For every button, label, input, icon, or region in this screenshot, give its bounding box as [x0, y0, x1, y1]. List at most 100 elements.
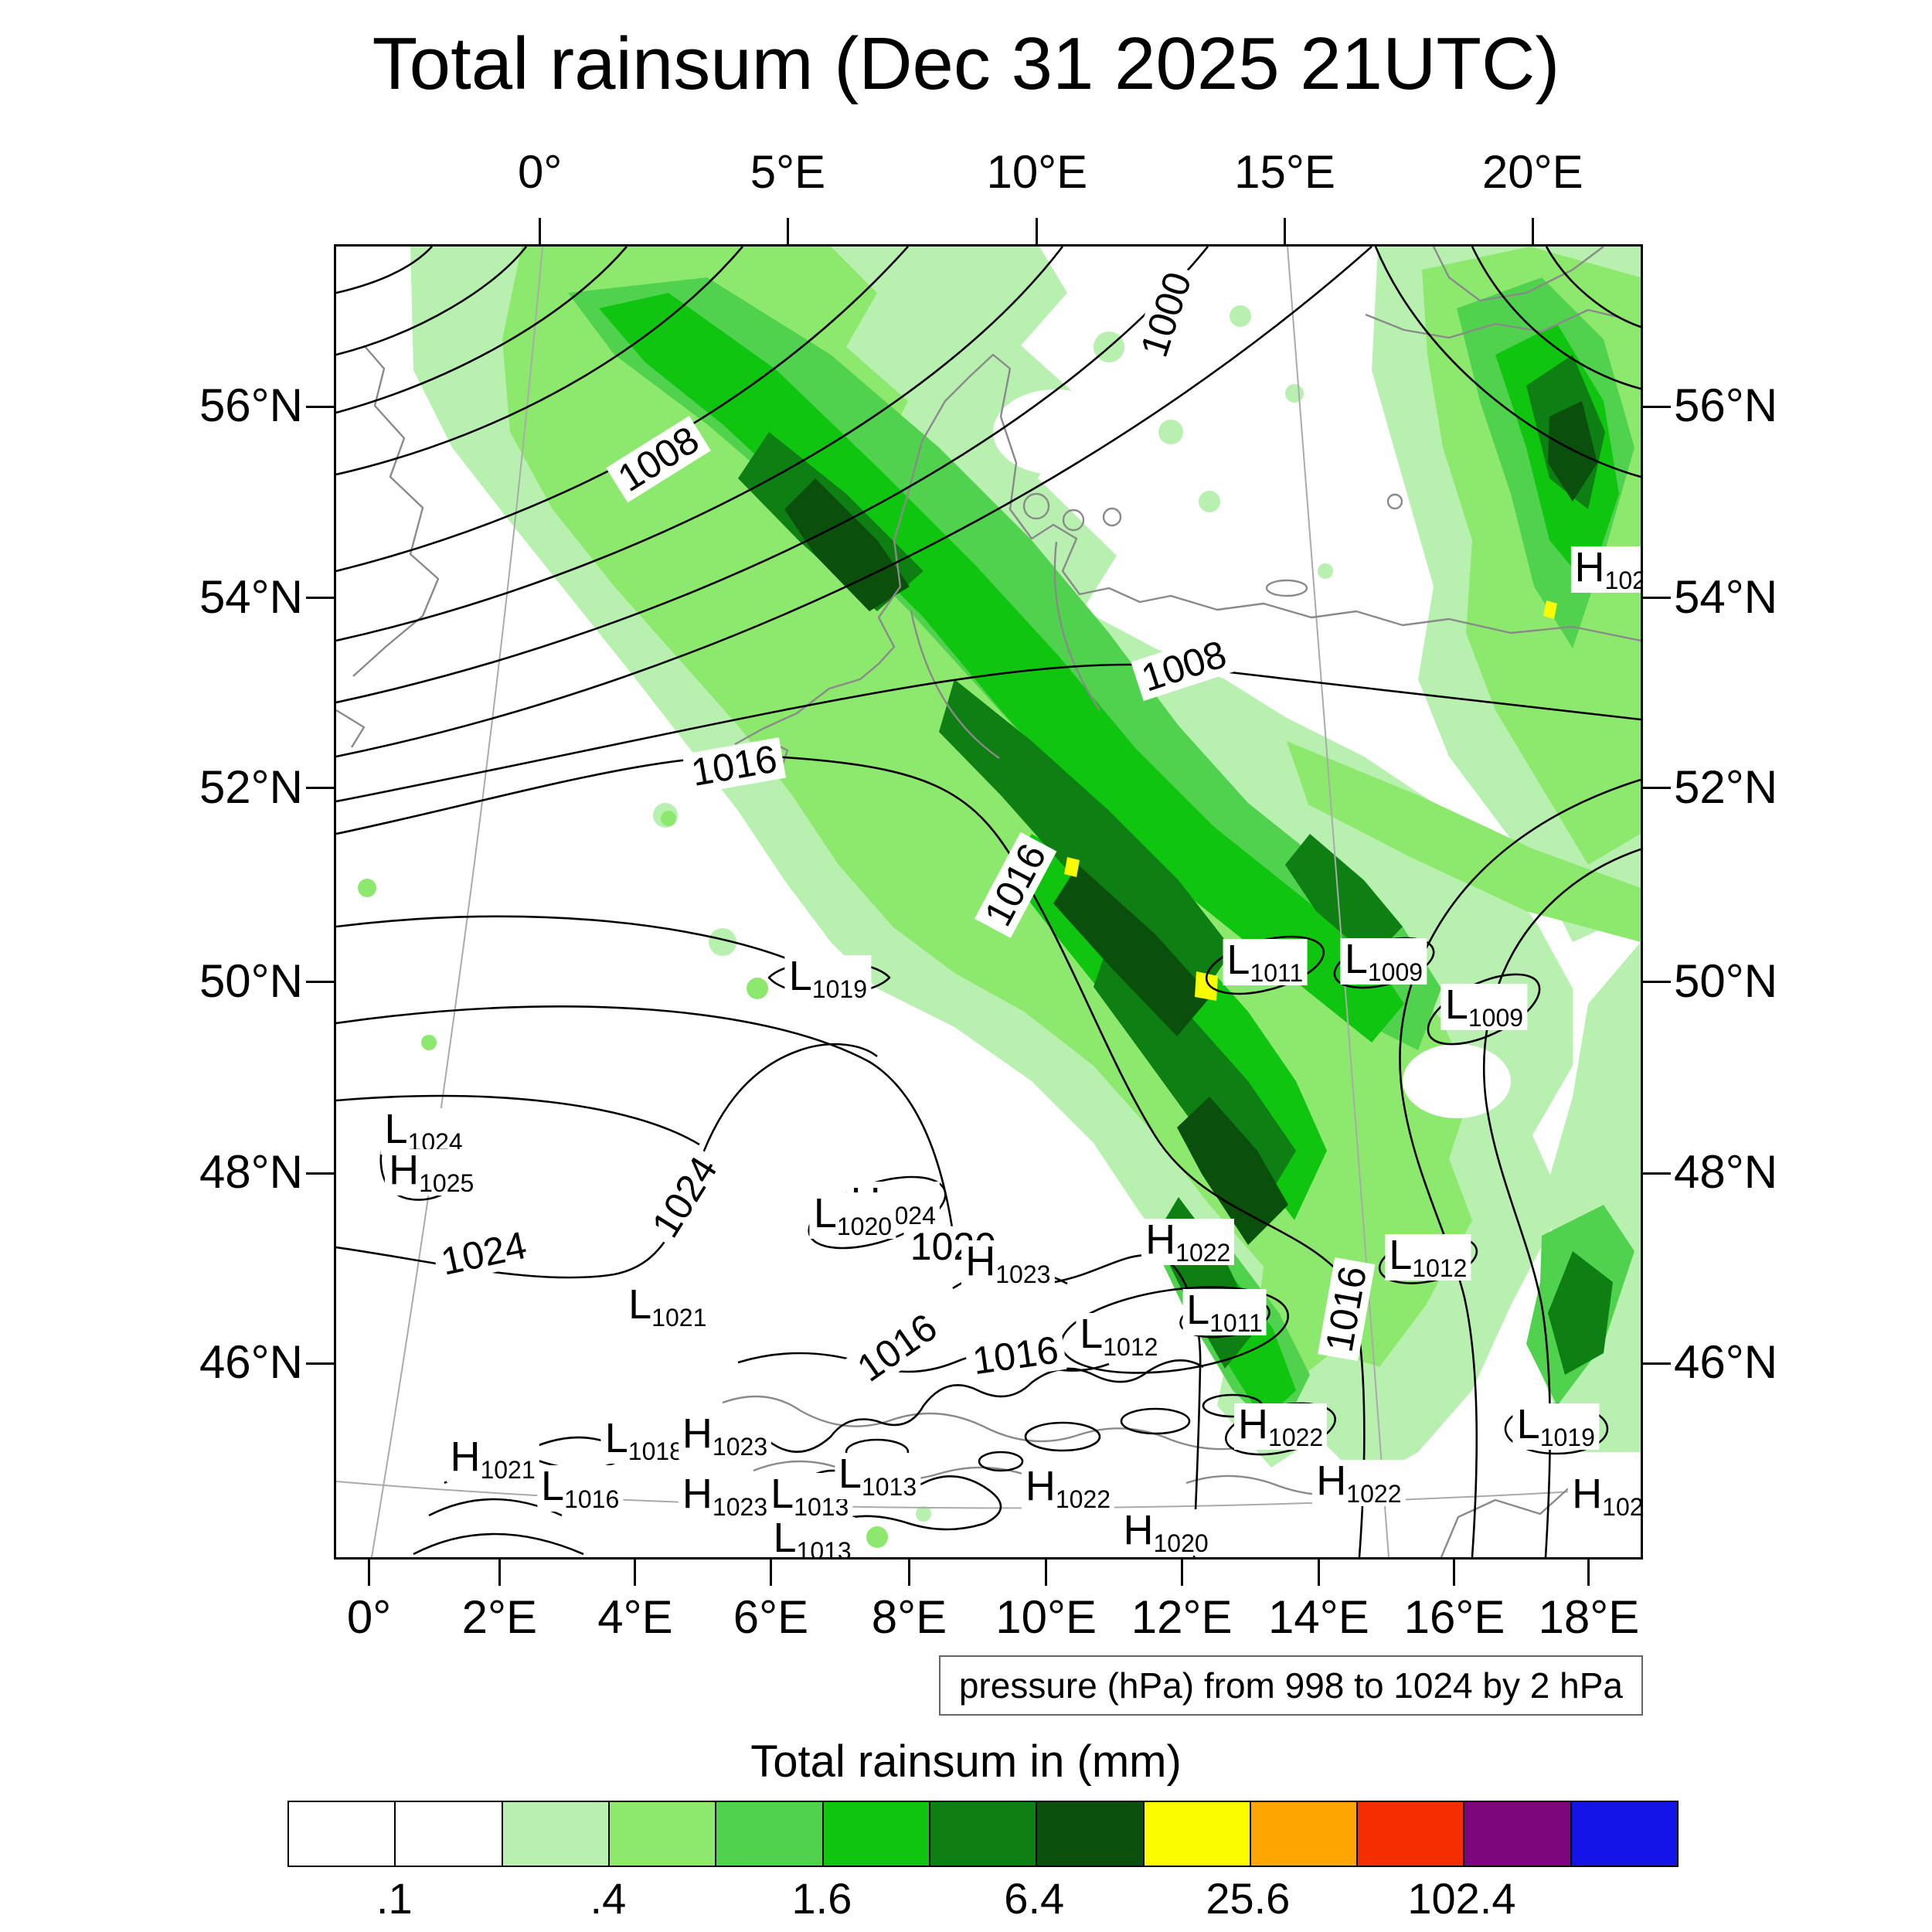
coastlines	[1102, 507, 1122, 527]
pressure-letter: L	[604, 1415, 628, 1462]
top-axis-tick	[1036, 218, 1039, 244]
pressure-center-h1024: H1024	[1570, 543, 1641, 593]
top-axis-tick	[539, 218, 542, 244]
rain-level-1	[1285, 384, 1304, 403]
pressure-isobars	[336, 247, 1209, 704]
pressure-value: 1019	[1539, 1423, 1595, 1451]
pressure-value: 1022	[1268, 1423, 1324, 1451]
pressure-isobars	[1024, 1421, 1101, 1452]
pressure-center-h1025: H1025	[385, 1146, 478, 1197]
rain-level-1	[1318, 563, 1333, 579]
top-axis-tick	[786, 218, 789, 244]
pressure-value: 1009	[1468, 1004, 1524, 1032]
colorbar-label-.1: .1	[376, 1874, 413, 1923]
pressure-letter: H	[1145, 1216, 1176, 1263]
pressure-value: 1021	[480, 1456, 536, 1485]
rain-level-yellow	[1064, 857, 1080, 877]
pressure-value: 1011	[1209, 1309, 1263, 1338]
pressure-isobars	[1399, 778, 1641, 1557]
rain-level-6	[1548, 401, 1597, 502]
bottom-axis-label: 12°E	[1131, 1591, 1233, 1643]
pressure-isobars	[1374, 247, 1641, 478]
pressure-isobars	[336, 247, 433, 294]
pressure-center-h1022: H1022	[1021, 1462, 1115, 1512]
pressure-value: 1020	[836, 1212, 893, 1240]
graticule-lines	[1287, 247, 1389, 1557]
pressure-letter: H	[450, 1434, 481, 1481]
pressure-letter: H	[965, 1238, 996, 1285]
pressure-letter: L	[384, 1106, 408, 1153]
pressure-center-l1011: L1011	[1182, 1289, 1267, 1338]
pressure-value: 1021	[651, 1304, 707, 1332]
left-axis-tick	[306, 1172, 334, 1175]
pressure-letter: H	[1574, 543, 1605, 590]
bottom-axis-label: 4°E	[597, 1591, 673, 1643]
bottom-axis-label: 18°E	[1538, 1591, 1640, 1643]
right-axis-tick	[1643, 1172, 1671, 1175]
right-axis-label: 48°N	[1674, 1146, 1778, 1199]
coastlines	[1062, 509, 1085, 532]
pressure-center-l1012: L1012	[1385, 1234, 1471, 1281]
left-axis-label: 50°N	[199, 954, 303, 1007]
pressure-value: 1023	[712, 1432, 768, 1461]
left-axis-tick	[306, 787, 334, 790]
map-frame: 1000 1008 1008 1016 1016 1024 1024 1020 1016 1016…	[334, 244, 1643, 1560]
colorbar-segment-5	[716, 1802, 824, 1866]
pressure-center-l1016: L1016	[537, 1464, 624, 1512]
right-axis-tick	[1643, 405, 1671, 408]
graticule-lines	[336, 247, 1641, 1557]
pressure-isobars	[336, 247, 628, 414]
pressure-caption: pressure (hPa) from 998 to 1024 by 2 hPa	[938, 1655, 1643, 1716]
rain-level-5	[939, 679, 1233, 996]
pressure-center-h1023: H1023	[961, 1238, 1055, 1289]
top-axis-label: 10°E	[986, 146, 1088, 198]
right-axis-label: 46°N	[1674, 1336, 1778, 1389]
pressure-letter: L	[770, 1470, 794, 1517]
pressure-value: 1020	[1153, 1529, 1209, 1558]
bottom-axis-label: 10°E	[995, 1591, 1097, 1643]
pressure-letter: H	[1238, 1400, 1269, 1447]
pressure-value: 1025	[419, 1168, 474, 1197]
rain-level-5	[1285, 834, 1403, 959]
pressure-isobars	[336, 915, 801, 965]
pressure-letter: H	[1123, 1507, 1154, 1554]
top-axis-label: 15°E	[1234, 146, 1335, 198]
pressure-center-h1023: H1023	[678, 1412, 772, 1461]
pressure-value: 1023	[995, 1260, 1051, 1289]
pressure-letter: H	[389, 1146, 420, 1193]
top-axis-tick	[1284, 218, 1287, 244]
left-axis-tick	[306, 981, 334, 984]
right-axis-tick	[1643, 597, 1671, 600]
rain-level-1	[709, 928, 736, 956]
colorbar-title: Total rainsum in (mm)	[750, 1736, 1182, 1787]
top-axis-label: 20°E	[1481, 146, 1583, 198]
pressure-value: 1012	[1412, 1254, 1468, 1282]
rain-level-1	[1084, 562, 1103, 580]
bottom-axis-tick	[1180, 1560, 1183, 1586]
pressure-value: 1009	[1367, 957, 1423, 986]
bottom-axis-label: 16°E	[1403, 1591, 1505, 1643]
left-axis-label: 52°N	[199, 760, 303, 813]
bottom-axis-tick	[1317, 1560, 1320, 1586]
pressure-letter: H	[1025, 1462, 1056, 1509]
bottom-axis-label: 8°E	[871, 1591, 947, 1643]
pressure-center-h1022: H1022	[1141, 1216, 1235, 1265]
left-axis-tick	[306, 597, 334, 600]
bottom-axis-tick	[1045, 1560, 1048, 1586]
pressure-isobars	[336, 247, 1372, 758]
pressure-value: 1022	[1346, 1479, 1402, 1508]
rain-level-1	[916, 1506, 931, 1522]
top-axis-label: 5°E	[750, 146, 826, 198]
rain-gaps	[1318, 672, 1410, 733]
right-axis-tick	[1643, 787, 1671, 790]
colorbar-segment-12	[1464, 1802, 1572, 1866]
colorbar-segment-4	[609, 1802, 717, 1866]
rain-level-6	[1177, 1097, 1288, 1245]
right-axis-label: 52°N	[1674, 760, 1778, 813]
pressure-isobars	[336, 247, 1064, 642]
right-axis-label: 50°N	[1674, 954, 1778, 1007]
coastlines	[734, 353, 1641, 746]
pressure-value: 1013	[796, 1537, 852, 1560]
left-axis-label: 56°N	[199, 379, 303, 432]
